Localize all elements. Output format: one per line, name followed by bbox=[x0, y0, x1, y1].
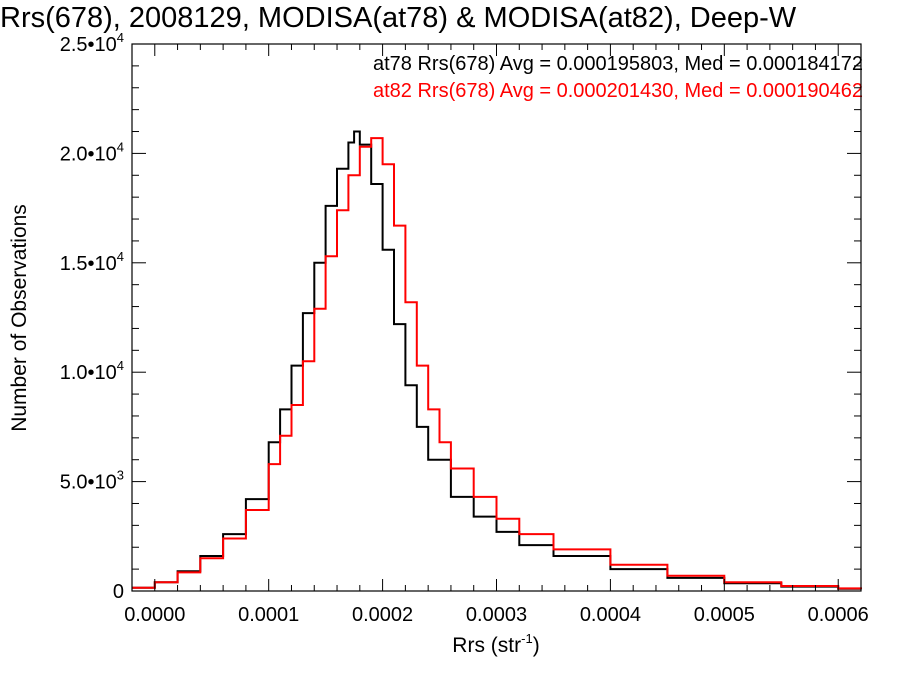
x-axis-label-main: Rrs (str bbox=[452, 634, 521, 657]
x-tick-label: 0.0000 bbox=[124, 604, 185, 626]
y-axis: 0 5.0•103 1.0•104 1.5•104 2.0•104 2.5•104 bbox=[60, 30, 861, 603]
x-tick-label: 0.0003 bbox=[466, 604, 527, 626]
y-axis-label: Number of Observations bbox=[8, 204, 31, 432]
x-axis-label: Rrs (str-1) bbox=[452, 631, 539, 657]
y-tick-label: 0 bbox=[113, 581, 124, 603]
series-group bbox=[132, 130, 862, 590]
chart-title: Rrs(678), 2008129, MODISA(at78) & MODISA… bbox=[0, 2, 797, 34]
x-axis: 0.0000 0.0001 0.0002 0.0003 0.0004 0.0005 0.00… bbox=[124, 44, 869, 626]
y-tick-label: 2.5•104 bbox=[60, 30, 124, 56]
series-0-line bbox=[132, 130, 862, 590]
y-tick-label: 5.0•103 bbox=[60, 468, 124, 494]
x-tick-label: 0.0005 bbox=[694, 604, 755, 626]
annotation-at78: at78 Rrs(678) Avg = 0.000195803, Med = 0… bbox=[373, 53, 863, 75]
y-tick-label: 1.0•104 bbox=[60, 358, 124, 384]
x-axis-label-superscript: -1 bbox=[521, 631, 533, 646]
series-1-line bbox=[132, 137, 862, 590]
y-tick-label: 2.0•104 bbox=[60, 139, 124, 165]
x-tick-label: 0.0006 bbox=[808, 604, 869, 626]
x-tick-label: 0.0002 bbox=[352, 604, 413, 626]
x-tick-label: 0.0004 bbox=[580, 604, 641, 626]
x-tick-label: 0.0001 bbox=[238, 604, 299, 626]
x-axis-label-close: ) bbox=[533, 634, 540, 657]
annotation-at82: at82 Rrs(678) Avg = 0.000201430, Med = 0… bbox=[373, 80, 863, 102]
y-tick-label: 1.5•104 bbox=[60, 249, 124, 275]
